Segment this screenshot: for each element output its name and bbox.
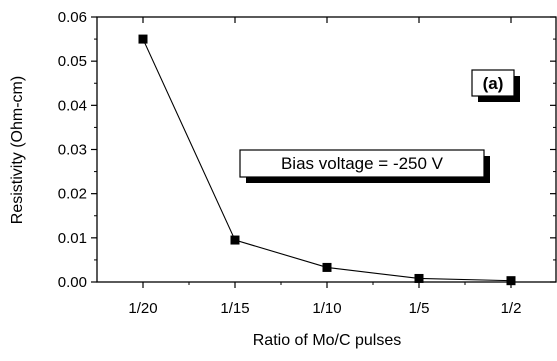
bias-voltage-box: Bias voltage = -250 V (239, 149, 490, 183)
x-axis-title: Ratio of Mo/C pulses (253, 332, 402, 349)
ticks: 0.00 0.01 0.02 0.03 0.04 0.05 0.06 1/20 1/15 1/10… (58, 9, 556, 317)
x-tick-label: 1/15 (220, 300, 249, 317)
panel-label: (a) (483, 74, 504, 93)
x-tick-label: 1/10 (312, 300, 341, 317)
panel-label-box: (a) (471, 69, 520, 102)
data-point (414, 273, 424, 283)
data-point (138, 34, 148, 44)
x-tick-label: 1/5 (409, 300, 430, 317)
data-point (506, 276, 516, 286)
y-axis-title: Resistivity (Ohm-cm) (9, 76, 26, 224)
x-tick-label: 1/2 (501, 300, 522, 317)
data-series (138, 34, 516, 286)
y-tick-label: 0.03 (58, 142, 87, 159)
x-tick-label: 1/20 (128, 300, 157, 317)
y-tick-label: 0.00 (58, 274, 87, 291)
y-tick-label: 0.05 (58, 53, 87, 70)
data-point (230, 235, 240, 245)
y-tick-label: 0.02 (58, 186, 87, 203)
bias-voltage-label: Bias voltage = -250 V (281, 154, 444, 173)
y-tick-label: 0.01 (58, 230, 87, 247)
y-tick-label: 0.04 (58, 97, 87, 114)
y-tick-label: 0.06 (58, 9, 87, 26)
data-point (322, 262, 332, 272)
